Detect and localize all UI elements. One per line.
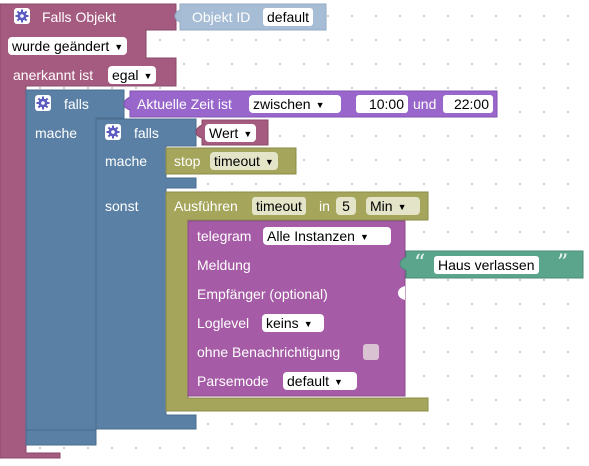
object-id-label: Objekt ID xyxy=(192,9,251,25)
time-mode-dropdown[interactable]: zwischen ▼ xyxy=(249,95,341,113)
chevron-down-icon: ▼ xyxy=(143,71,153,81)
recipient-label: Empfänger (optional) xyxy=(197,286,328,302)
recipient-input-notch xyxy=(398,286,405,300)
chevron-down-icon: ▼ xyxy=(114,42,124,52)
object-id-input[interactable]: default xyxy=(263,8,314,26)
stop-label: stop xyxy=(174,153,201,169)
time-and-label: und xyxy=(413,96,437,112)
delay-input[interactable]: 5 xyxy=(336,197,356,215)
value-option: Wert xyxy=(209,125,239,141)
time-start-input[interactable]: 10:00 xyxy=(356,95,408,113)
if-time-gear-icon[interactable] xyxy=(35,95,51,111)
instance-value: Alle Instanzen xyxy=(267,228,355,244)
settings-gear-icon[interactable] xyxy=(14,8,30,24)
timer-name-input[interactable]: timeout xyxy=(252,197,306,215)
if-time-falls-label: falls xyxy=(64,96,89,112)
if-value-falls-label: falls xyxy=(134,125,159,141)
trigger-block-title: Falls Objekt xyxy=(42,9,116,25)
chevron-down-icon: ▼ xyxy=(315,100,325,110)
parsemode-dropdown[interactable]: default ▼ xyxy=(283,372,357,390)
chevron-down-icon: ▼ xyxy=(359,232,369,242)
stop-timeout-value: timeout xyxy=(214,153,260,169)
if-time-mache-label: mache xyxy=(35,125,78,141)
chevron-down-icon: ▼ xyxy=(397,202,407,212)
chevron-down-icon: ▼ xyxy=(334,377,343,387)
if-value-gear-icon[interactable] xyxy=(105,124,121,140)
time-end-input[interactable]: 22:00 xyxy=(443,95,493,113)
if-time-block-shape[interactable] xyxy=(25,89,125,446)
time-mode-value: zwischen xyxy=(253,96,311,112)
silent-checkbox[interactable] xyxy=(363,344,379,360)
parsemode-label: Parsemode xyxy=(197,373,269,389)
exec-label: Ausführen xyxy=(174,198,238,214)
exec-in-label: in xyxy=(319,198,330,214)
close-quote-icon: ” xyxy=(557,251,569,276)
message-text-input[interactable]: Haus verlassen xyxy=(434,256,539,274)
telegram-title: telegram xyxy=(197,228,252,244)
open-quote-icon: “ xyxy=(414,251,426,276)
trigger-option-value: wurde geändert xyxy=(12,38,110,54)
if-value-block-shape[interactable] xyxy=(95,118,197,430)
silent-label: ohne Benachrichtigung xyxy=(197,344,341,360)
trigger-option-dropdown[interactable]: wurde geändert ▼ xyxy=(8,37,128,55)
unit-value: Min xyxy=(370,198,393,214)
loglevel-value: keins xyxy=(266,315,299,331)
chevron-down-icon: ▼ xyxy=(243,129,253,139)
acknowledged-dropdown[interactable]: egal ▼ xyxy=(108,66,157,84)
instance-dropdown[interactable]: Alle Instanzen ▼ xyxy=(263,227,391,245)
telegram-block-shape[interactable] xyxy=(187,220,406,397)
stop-timeout-dropdown[interactable]: timeout ▼ xyxy=(210,152,278,170)
chevron-down-icon: ▼ xyxy=(264,157,274,167)
chevron-down-icon: ▼ xyxy=(303,319,313,329)
time-compare-label: Aktuelle Zeit ist xyxy=(137,96,232,112)
if-value-sonst-label: sonst xyxy=(105,198,139,214)
parsemode-value: default xyxy=(287,373,330,389)
acknowledged-label: anerkannt ist xyxy=(13,67,94,83)
unit-dropdown[interactable]: Min ▼ xyxy=(366,197,420,215)
message-label: Meldung xyxy=(197,257,251,273)
acknowledged-value: egal xyxy=(112,67,139,83)
loglevel-dropdown[interactable]: keins ▼ xyxy=(262,314,324,332)
value-dropdown[interactable]: Wert ▼ xyxy=(205,124,257,142)
loglevel-label: Loglevel xyxy=(197,315,250,331)
if-value-mache-label: mache xyxy=(105,153,148,169)
